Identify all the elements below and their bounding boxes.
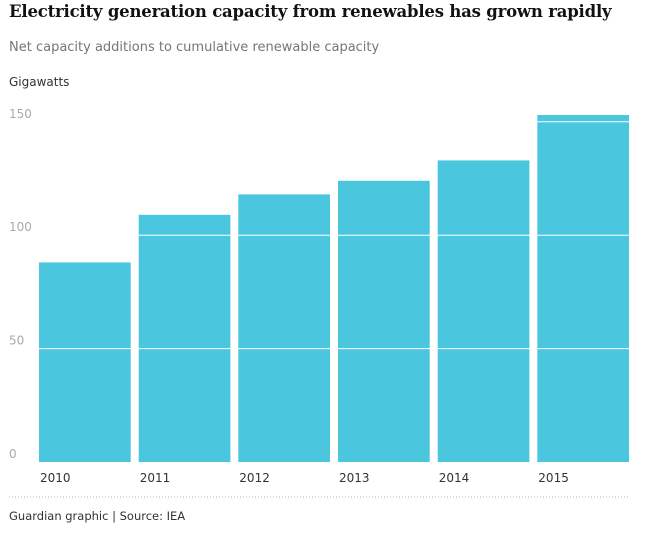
bar-2013 bbox=[338, 180, 430, 463]
x-tick-labels-group: 2010 2011 2012 2013 2014 2015 bbox=[40, 471, 569, 485]
x-tick-label: 2010 bbox=[40, 471, 71, 485]
bars-group bbox=[39, 115, 629, 463]
chart-subtitle: Net capacity additions to cumulative ren… bbox=[9, 40, 380, 55]
bar-2011 bbox=[138, 214, 231, 462]
bar-2014 bbox=[437, 160, 530, 462]
x-tick-label: 2011 bbox=[140, 471, 171, 485]
y-tick-label: 0 bbox=[9, 447, 17, 461]
source-credit: Guardian graphic | Source: IEA bbox=[9, 509, 186, 523]
x-tick-label: 2015 bbox=[538, 471, 569, 485]
x-tick-label: 2013 bbox=[339, 471, 370, 485]
bar-chart: 0 50 100 150 2010 2011 2012 2013 2014 2015 bbox=[9, 107, 629, 498]
y-tick-label: 50 bbox=[9, 334, 24, 348]
bar-2012 bbox=[238, 194, 330, 462]
y-tick-label: 150 bbox=[9, 107, 32, 121]
bar-2010 bbox=[39, 262, 131, 462]
chart-title: Electricity generation capacity from ren… bbox=[9, 2, 612, 21]
x-tick-label: 2012 bbox=[239, 471, 270, 485]
gridlines-group bbox=[39, 121, 629, 350]
y-tick-label: 100 bbox=[9, 220, 32, 234]
y-tick-labels-group: 0 50 100 150 bbox=[9, 107, 32, 461]
x-tick-label: 2014 bbox=[439, 471, 470, 485]
y-axis-unit-label: Gigawatts bbox=[9, 75, 70, 89]
bar-2015 bbox=[537, 115, 629, 462]
